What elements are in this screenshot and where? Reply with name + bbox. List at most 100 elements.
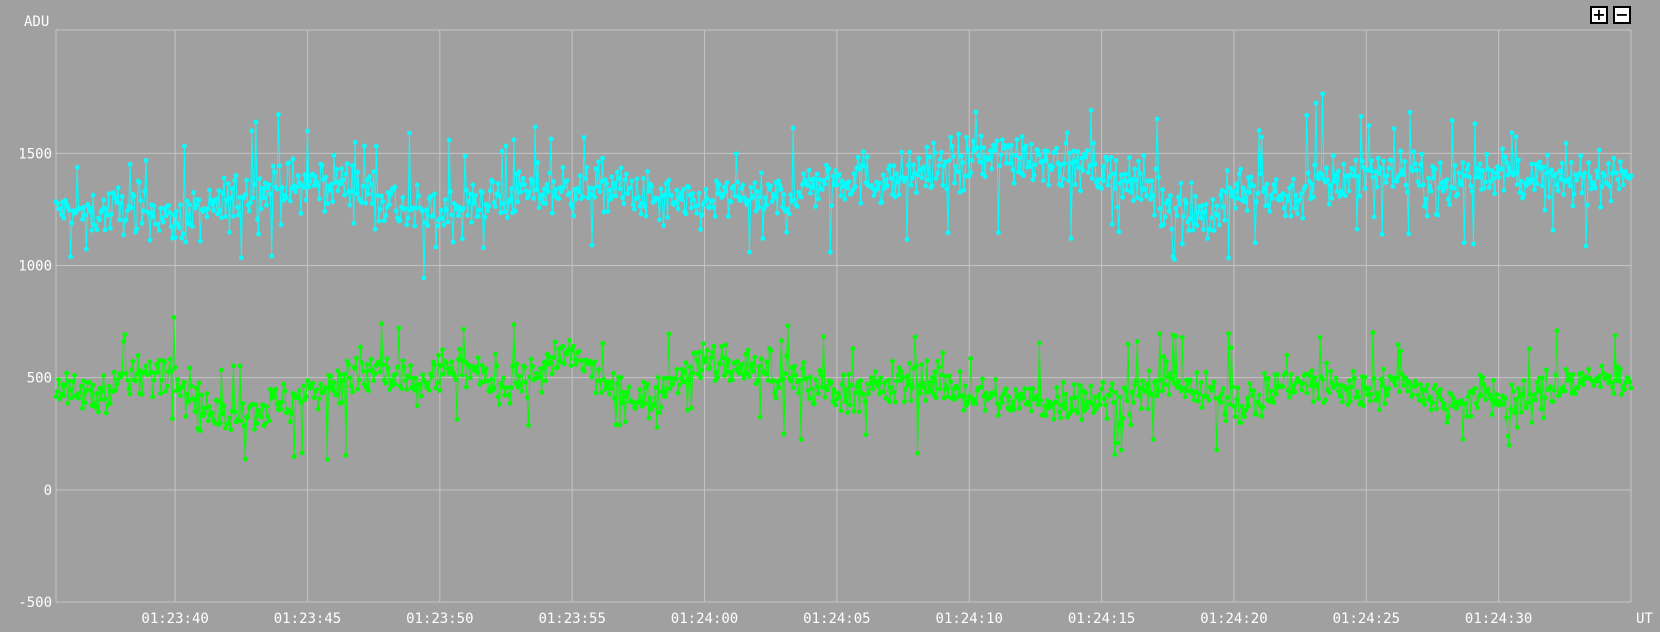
data-point (1616, 378, 1622, 384)
data-point (552, 339, 558, 345)
data-point (399, 386, 404, 391)
data-point (1424, 382, 1430, 388)
data-point (1187, 216, 1193, 222)
data-point (636, 195, 641, 200)
series-1 (53, 91, 1634, 281)
data-point (1616, 186, 1622, 192)
data-point (1341, 161, 1347, 167)
data-point (880, 172, 886, 178)
data-point (314, 179, 320, 185)
data-point (670, 381, 676, 387)
data-point (612, 180, 617, 186)
data-point (1210, 384, 1216, 390)
data-point (1463, 173, 1468, 179)
data-point (446, 137, 452, 143)
data-point (514, 361, 519, 367)
data-point (454, 416, 460, 422)
data-point (393, 208, 399, 214)
data-point (1520, 391, 1525, 397)
data-point (814, 171, 820, 177)
data-point (1370, 174, 1376, 180)
data-point (540, 365, 546, 371)
data-point (1566, 176, 1572, 182)
data-point (486, 204, 492, 209)
data-point (1324, 165, 1329, 171)
data-point (606, 187, 612, 193)
data-point (207, 187, 212, 193)
data-point (1559, 160, 1565, 166)
data-point (1059, 402, 1065, 408)
data-point (383, 380, 388, 386)
data-point (759, 356, 764, 362)
data-point (1223, 418, 1229, 424)
data-point (203, 405, 209, 411)
data-point (585, 195, 591, 201)
data-point (813, 377, 819, 382)
data-point (1528, 392, 1533, 397)
data-point (994, 138, 1000, 144)
data-point (1317, 334, 1323, 340)
data-point (372, 371, 378, 377)
data-point (371, 378, 376, 384)
data-point (367, 174, 373, 179)
data-point (162, 359, 167, 365)
data-point (798, 194, 804, 200)
data-point (559, 189, 564, 194)
data-point (387, 202, 392, 208)
data-point (796, 390, 801, 396)
data-point (268, 191, 273, 197)
data-point (363, 200, 369, 206)
data-point (1064, 130, 1070, 136)
data-point (794, 204, 800, 209)
data-point (172, 365, 178, 370)
data-point (1091, 140, 1096, 146)
data-point (164, 383, 170, 389)
data-point (929, 183, 935, 189)
data-point (127, 162, 133, 167)
data-point (1402, 159, 1408, 164)
data-point (1099, 386, 1104, 392)
data-point (808, 190, 813, 196)
data-point (777, 182, 783, 188)
data-point (1506, 442, 1512, 448)
data-point (1013, 152, 1018, 158)
zoom-in-button[interactable]: + (1590, 6, 1608, 24)
data-point (469, 363, 474, 369)
data-point (964, 135, 969, 140)
data-point (1365, 392, 1370, 398)
data-point (228, 427, 234, 433)
data-point (842, 196, 848, 202)
data-point (957, 369, 963, 374)
data-point (61, 393, 67, 398)
data-point (1153, 166, 1159, 172)
data-point (1595, 378, 1601, 384)
data-point (620, 195, 625, 201)
data-point (1346, 188, 1352, 194)
data-point (589, 374, 595, 380)
data-point (1320, 377, 1325, 382)
data-point (773, 395, 779, 401)
data-point (1124, 187, 1130, 193)
data-point (101, 197, 106, 203)
data-point (947, 158, 952, 163)
data-point (1581, 174, 1586, 179)
data-point (339, 166, 345, 172)
data-point (362, 143, 367, 149)
data-point (175, 221, 181, 227)
x-tick-label: 01:24:00 (671, 611, 738, 627)
data-point (1451, 185, 1456, 191)
data-point (1269, 396, 1275, 402)
data-point (1187, 377, 1193, 383)
data-point (1483, 397, 1488, 402)
data-point (257, 176, 263, 182)
data-point (1146, 368, 1152, 374)
data-point (851, 171, 857, 177)
data-point (1492, 191, 1498, 197)
zoom-out-button[interactable]: − (1613, 6, 1631, 24)
data-point (616, 175, 621, 181)
data-point (94, 390, 100, 396)
data-point (781, 192, 787, 198)
data-point (473, 364, 478, 370)
data-point (1037, 340, 1042, 346)
